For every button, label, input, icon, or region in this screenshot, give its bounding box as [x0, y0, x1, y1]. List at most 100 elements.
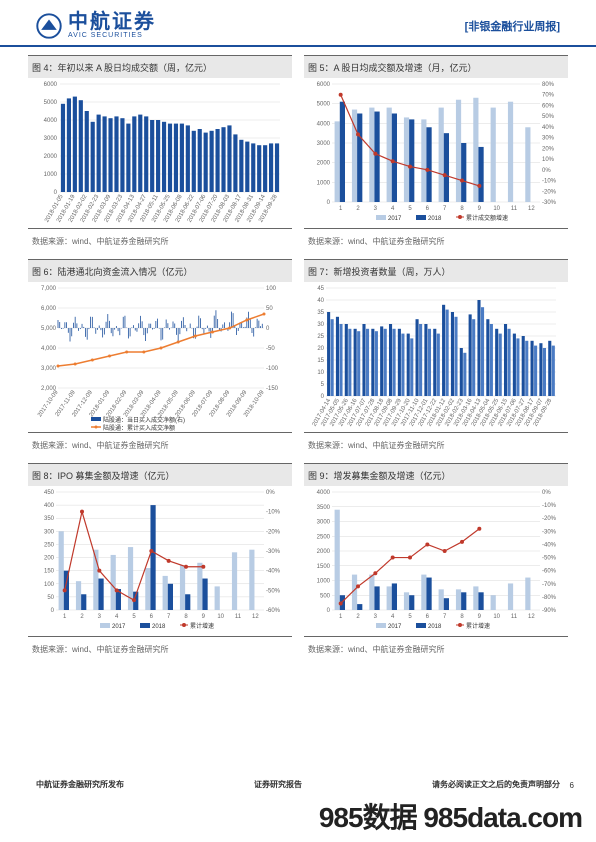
- svg-text:8: 8: [460, 614, 464, 620]
- source-row: 数据来源：wind、中航证券金融研究所: [304, 228, 568, 255]
- svg-text:450: 450: [44, 490, 55, 496]
- svg-text:6000: 6000: [44, 82, 58, 88]
- svg-text:8: 8: [184, 614, 188, 620]
- svg-text:0: 0: [54, 190, 58, 196]
- chart-c4: 01000200030004000500060002018-01-052018-…: [28, 78, 292, 228]
- source-text: 数据来源：wind、中航证券金融研究所: [308, 645, 444, 654]
- svg-text:5: 5: [321, 382, 325, 388]
- svg-text:3: 3: [374, 614, 378, 620]
- footer-left: 中航证券金融研究所发布: [36, 779, 124, 790]
- svg-text:4: 4: [115, 614, 119, 620]
- svg-text:2000: 2000: [44, 154, 58, 160]
- panel-c6: 图 6：陆港通北向资金流入情况（亿元） 2,0003,0004,0005,000…: [28, 259, 292, 459]
- svg-text:6: 6: [426, 614, 430, 620]
- source-text: 数据来源：wind、中航证券金融研究所: [32, 237, 168, 246]
- svg-text:100: 100: [44, 582, 55, 588]
- svg-text:9: 9: [478, 614, 482, 620]
- svg-text:0%: 0%: [266, 490, 275, 496]
- report-title: [非银金融行业周报]: [465, 18, 560, 34]
- svg-text:9: 9: [202, 614, 206, 620]
- svg-text:200: 200: [44, 556, 55, 562]
- panel-title-row: 图 7：新增投资者数量（周，万人）: [304, 259, 568, 282]
- svg-text:2017: 2017: [112, 624, 126, 630]
- svg-text:2018: 2018: [428, 216, 442, 222]
- panel-title: 图 8：IPO 募集金额及增速（亿元）: [32, 471, 175, 481]
- chart-c6: 2,0003,0004,0005,0006,0007,000-150-100-5…: [28, 282, 292, 432]
- svg-text:1000: 1000: [317, 579, 331, 585]
- svg-text:0: 0: [51, 608, 55, 614]
- avic-logo-icon: [36, 13, 62, 39]
- svg-text:-90%: -90%: [542, 608, 557, 614]
- svg-text:2: 2: [356, 614, 360, 620]
- svg-text:5,000: 5,000: [41, 326, 57, 332]
- svg-text:1: 1: [63, 614, 67, 620]
- panel-c5: 图 5：A 股日均成交额及增速（月，亿元） 010002000300040005…: [304, 55, 568, 255]
- svg-text:2500: 2500: [317, 534, 331, 540]
- svg-text:35: 35: [317, 310, 324, 316]
- svg-text:4000: 4000: [317, 490, 331, 496]
- logo-cn: 中航证券: [68, 12, 156, 32]
- svg-text:-30%: -30%: [542, 529, 557, 535]
- panel-title-row: 图 8：IPO 募集金额及增速（亿元）: [28, 463, 292, 486]
- svg-text:50: 50: [266, 306, 273, 312]
- svg-text:-10%: -10%: [542, 503, 557, 509]
- source-text: 数据来源：wind、中航证券金融研究所: [308, 237, 444, 246]
- svg-text:2000: 2000: [317, 549, 331, 555]
- svg-text:-50%: -50%: [542, 556, 557, 562]
- source-text: 数据来源：wind、中航证券金融研究所: [32, 441, 168, 450]
- panel-title-row: 图 5：A 股日均成交额及增速（月，亿元）: [304, 55, 568, 78]
- svg-text:-30%: -30%: [542, 200, 557, 206]
- svg-text:陆股通：当日买入成交净额(右): 陆股通：当日买入成交净额(右): [103, 416, 185, 424]
- source-text: 数据来源：wind、中航证券金融研究所: [32, 645, 168, 654]
- svg-text:累计增速: 累计增速: [466, 622, 490, 630]
- svg-text:500: 500: [320, 593, 331, 599]
- svg-text:7,000: 7,000: [41, 286, 57, 292]
- svg-text:陆股通：累计买入成交净额: 陆股通：累计买入成交净额: [103, 424, 175, 432]
- svg-text:15: 15: [317, 358, 324, 364]
- svg-text:12: 12: [528, 206, 535, 212]
- svg-text:80%: 80%: [542, 82, 555, 88]
- svg-text:2017: 2017: [388, 216, 402, 222]
- svg-text:1: 1: [339, 614, 343, 620]
- svg-text:300: 300: [44, 529, 55, 535]
- source-row: 数据来源：wind、中航证券金融研究所: [28, 432, 292, 459]
- svg-text:5: 5: [132, 614, 136, 620]
- svg-text:5000: 5000: [44, 100, 58, 106]
- source-row: 数据来源：wind、中航证券金融研究所: [28, 228, 292, 255]
- svg-text:7: 7: [167, 614, 171, 620]
- page-header: 中航证券 AVIC SECURITIES [非银金融行业周报]: [0, 0, 596, 47]
- page-number: 6: [570, 781, 574, 790]
- svg-text:-10%: -10%: [542, 179, 557, 185]
- svg-text:-50%: -50%: [266, 588, 281, 594]
- svg-text:11: 11: [235, 614, 242, 620]
- svg-text:50: 50: [47, 595, 54, 601]
- svg-text:12: 12: [252, 614, 259, 620]
- svg-text:20: 20: [317, 346, 324, 352]
- svg-text:45: 45: [317, 286, 324, 292]
- logo-en: AVIC SECURITIES: [68, 32, 156, 39]
- svg-text:3: 3: [374, 206, 378, 212]
- footer-mid: 证券研究报告: [254, 779, 302, 790]
- panel-title-row: 图 9：增发募集金额及增速（亿元）: [304, 463, 568, 486]
- svg-text:10%: 10%: [542, 157, 555, 163]
- svg-text:0: 0: [327, 608, 331, 614]
- svg-text:4000: 4000: [44, 118, 58, 124]
- svg-text:3000: 3000: [317, 141, 331, 147]
- svg-text:7: 7: [443, 206, 447, 212]
- svg-text:3000: 3000: [44, 136, 58, 142]
- svg-text:10: 10: [493, 614, 500, 620]
- svg-text:5: 5: [408, 206, 412, 212]
- panel-title: 图 4：年初以来 A 股日均成交额（周，亿元）: [32, 63, 212, 73]
- svg-text:6000: 6000: [317, 82, 331, 88]
- svg-text:1000: 1000: [317, 180, 331, 186]
- svg-text:5: 5: [408, 614, 412, 620]
- chart-c9: 05001000150020002500300035004000-90%-80%…: [304, 486, 568, 636]
- svg-text:2018: 2018: [428, 624, 442, 630]
- source-row: 数据来源：wind、中航证券金融研究所: [28, 636, 292, 663]
- svg-text:-30%: -30%: [266, 549, 281, 555]
- chart-grid: 图 4：年初以来 A 股日均成交额（周，亿元） 0100020003000400…: [0, 47, 596, 663]
- panel-c4: 图 4：年初以来 A 股日均成交额（周，亿元） 0 1000 2000 3000 400…: [28, 55, 292, 255]
- svg-text:4,000: 4,000: [41, 346, 57, 352]
- svg-text:1000: 1000: [44, 172, 58, 178]
- svg-text:3000: 3000: [317, 520, 331, 526]
